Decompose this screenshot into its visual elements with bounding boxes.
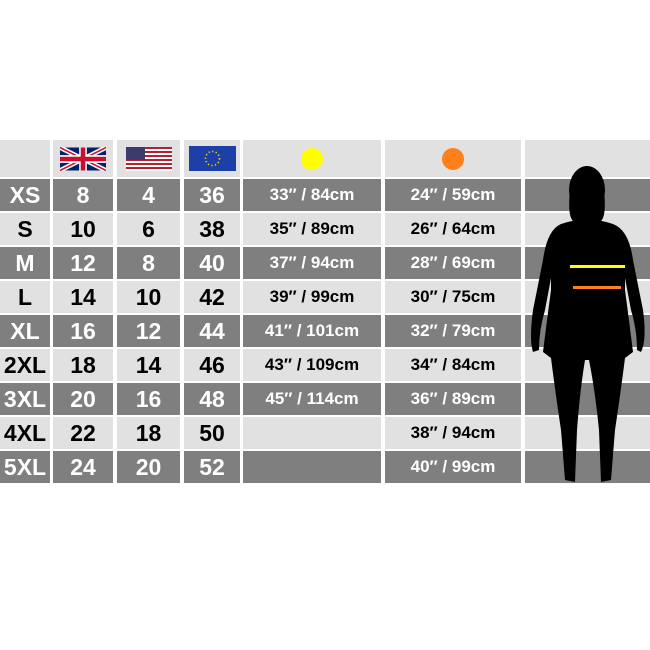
waist-measurement: 34″ / 84cm [385, 349, 521, 381]
uk-flag-icon [60, 146, 106, 171]
uk-size: 10 [53, 213, 113, 245]
eu-size: 40 [184, 247, 240, 279]
eu-flag-icon [188, 146, 236, 171]
size-label: 4XL [0, 417, 50, 449]
uk-size: 22 [53, 417, 113, 449]
table-row: 2XL 18 14 46 43″ / 109cm 34″ / 84cm [0, 349, 650, 381]
figure-cell [525, 451, 650, 483]
bust-color-dot-icon [301, 147, 323, 170]
table-row: L 14 10 42 39″ / 99cm 30″ / 75cm [0, 281, 650, 313]
us-size: 6 [117, 213, 180, 245]
header-bust [243, 140, 381, 177]
size-label: 5XL [0, 451, 50, 483]
bust-measurement [243, 417, 381, 449]
bust-measurement: 37″ / 94cm [243, 247, 381, 279]
waist-measurement: 38″ / 94cm [385, 417, 521, 449]
header-row [0, 140, 650, 177]
us-flag-icon [125, 146, 172, 171]
us-size: 14 [117, 349, 180, 381]
header-eu [184, 140, 240, 177]
us-size: 20 [117, 451, 180, 483]
eu-size: 52 [184, 451, 240, 483]
woman-silhouette-icon [531, 166, 645, 482]
us-size: 12 [117, 315, 180, 347]
uk-size: 16 [53, 315, 113, 347]
table-row: 4XL 22 18 50 38″ / 94cm [0, 417, 650, 449]
figure-cell [525, 383, 650, 415]
bust-measurement: 45″ / 114cm [243, 383, 381, 415]
size-label: 2XL [0, 349, 50, 381]
eu-size: 46 [184, 349, 240, 381]
bust-measurement: 43″ / 109cm [243, 349, 381, 381]
eu-size: 38 [184, 213, 240, 245]
waist-measurement: 36″ / 89cm [385, 383, 521, 415]
table-row: S 10 6 38 35″ / 89cm 26″ / 64cm [0, 213, 650, 245]
bust-measurement: 41″ / 101cm [243, 315, 381, 347]
waist-color-dot-icon [442, 147, 464, 170]
bust-measurement: 35″ / 89cm [243, 213, 381, 245]
uk-size: 12 [53, 247, 113, 279]
size-label: L [0, 281, 50, 313]
header-size [0, 140, 50, 177]
header-us [117, 140, 180, 177]
table-row: 5XL 24 20 52 40″ / 99cm [0, 451, 650, 483]
waist-measurement: 32″ / 79cm [385, 315, 521, 347]
figure-cell [525, 417, 650, 449]
header-waist [385, 140, 521, 177]
size-label: XL [0, 315, 50, 347]
waist-measurement: 24″ / 59cm [385, 179, 521, 211]
bust-measurement: 39″ / 99cm [243, 281, 381, 313]
waist-measurement: 40″ / 99cm [385, 451, 521, 483]
size-label: 3XL [0, 383, 50, 415]
size-label: M [0, 247, 50, 279]
us-size: 8 [117, 247, 180, 279]
table-row: 3XL 20 16 48 45″ / 114cm 36″ / 89cm [0, 383, 650, 415]
bust-measurement: 33″ / 84cm [243, 179, 381, 211]
header-uk [53, 140, 113, 177]
uk-size: 24 [53, 451, 113, 483]
eu-size: 50 [184, 417, 240, 449]
us-size: 16 [117, 383, 180, 415]
bust-measurement [243, 451, 381, 483]
size-label: S [0, 213, 50, 245]
us-size: 10 [117, 281, 180, 313]
eu-size: 42 [184, 281, 240, 313]
uk-size: 8 [53, 179, 113, 211]
uk-size: 14 [53, 281, 113, 313]
size-label: XS [0, 179, 50, 211]
eu-size: 48 [184, 383, 240, 415]
us-size: 4 [117, 179, 180, 211]
waist-measurement: 28″ / 69cm [385, 247, 521, 279]
uk-size: 18 [53, 349, 113, 381]
waist-measurement: 30″ / 75cm [385, 281, 521, 313]
uk-size: 20 [53, 383, 113, 415]
eu-size: 44 [184, 315, 240, 347]
waist-measurement: 26″ / 64cm [385, 213, 521, 245]
eu-size: 36 [184, 179, 240, 211]
us-size: 18 [117, 417, 180, 449]
